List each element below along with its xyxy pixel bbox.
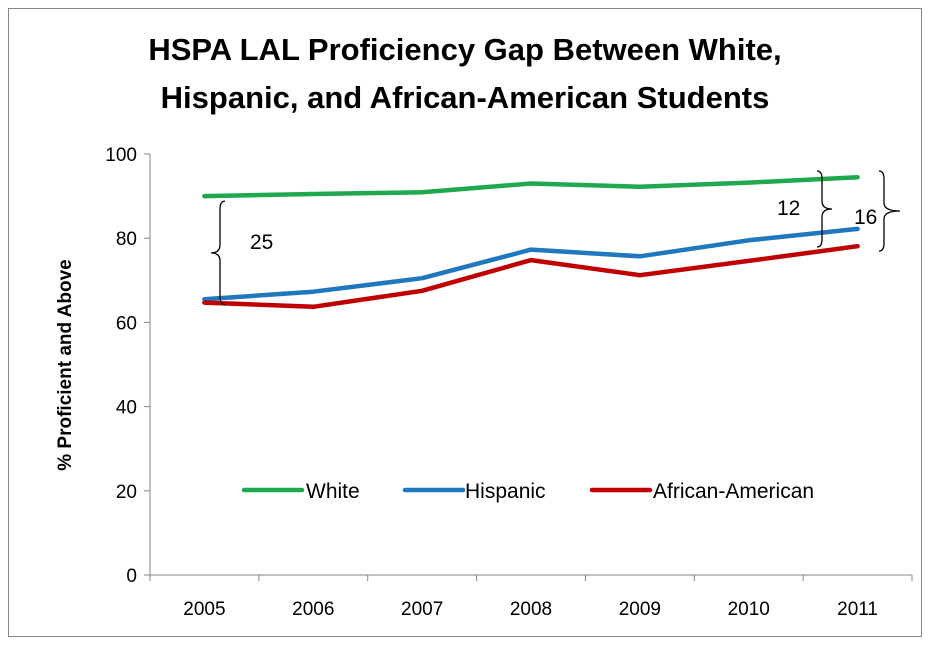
series-lines (202, 174, 860, 310)
y-tick-label: 40 (116, 398, 137, 419)
y-tick-label: 100 (105, 145, 137, 166)
y-axis-ticks: 0 20 40 60 80 100 (105, 145, 150, 587)
gap-bracket-2011-african-american (878, 170, 901, 252)
x-tick-label: 2011 (837, 599, 878, 620)
gap-bracket-2005 (210, 200, 226, 306)
x-tick-label: 2007 (401, 599, 443, 620)
gap-label-2011-african-american: 16 (854, 206, 877, 229)
y-tick-label: 60 (116, 313, 137, 334)
series-line-african-american (202, 243, 860, 310)
x-tick-label: 2006 (292, 599, 334, 620)
gap-bracket-2011-hispanic (816, 170, 833, 248)
chart-title-line-2: Hispanic, and African-American Students (160, 80, 770, 115)
y-tick-label: 80 (116, 229, 137, 250)
x-tick-label: 2005 (183, 599, 225, 620)
legend: White Hispanic African-American (241, 480, 814, 503)
legend-label-hispanic: Hispanic (465, 480, 546, 503)
gap-label-2005: 25 (250, 231, 273, 254)
y-axis-title: % Proficient and Above (55, 259, 76, 471)
series-line-white (202, 174, 860, 199)
x-tick-label: 2009 (619, 599, 661, 620)
chart-title: HSPA LAL Proficiency Gap Between White, … (0, 26, 930, 122)
gap-annotations: 25 12 16 (210, 170, 901, 306)
y-tick-label: 20 (116, 482, 137, 503)
chart-title-line-1: HSPA LAL Proficiency Gap Between White, (148, 32, 782, 67)
axes (149, 154, 912, 576)
y-tick-label: 0 (126, 566, 137, 587)
gap-label-2011-hispanic: 12 (777, 197, 800, 220)
x-tick-label: 2010 (728, 599, 770, 620)
x-tick-label: 2008 (510, 599, 552, 620)
series-line-hispanic (202, 226, 860, 302)
x-axis-ticks: 2005 2006 2007 2008 2009 2010 2011 (149, 575, 913, 620)
legend-label-white: White (306, 480, 360, 503)
legend-label-african-american: African-American (653, 480, 814, 503)
chart-area (8, 8, 922, 637)
